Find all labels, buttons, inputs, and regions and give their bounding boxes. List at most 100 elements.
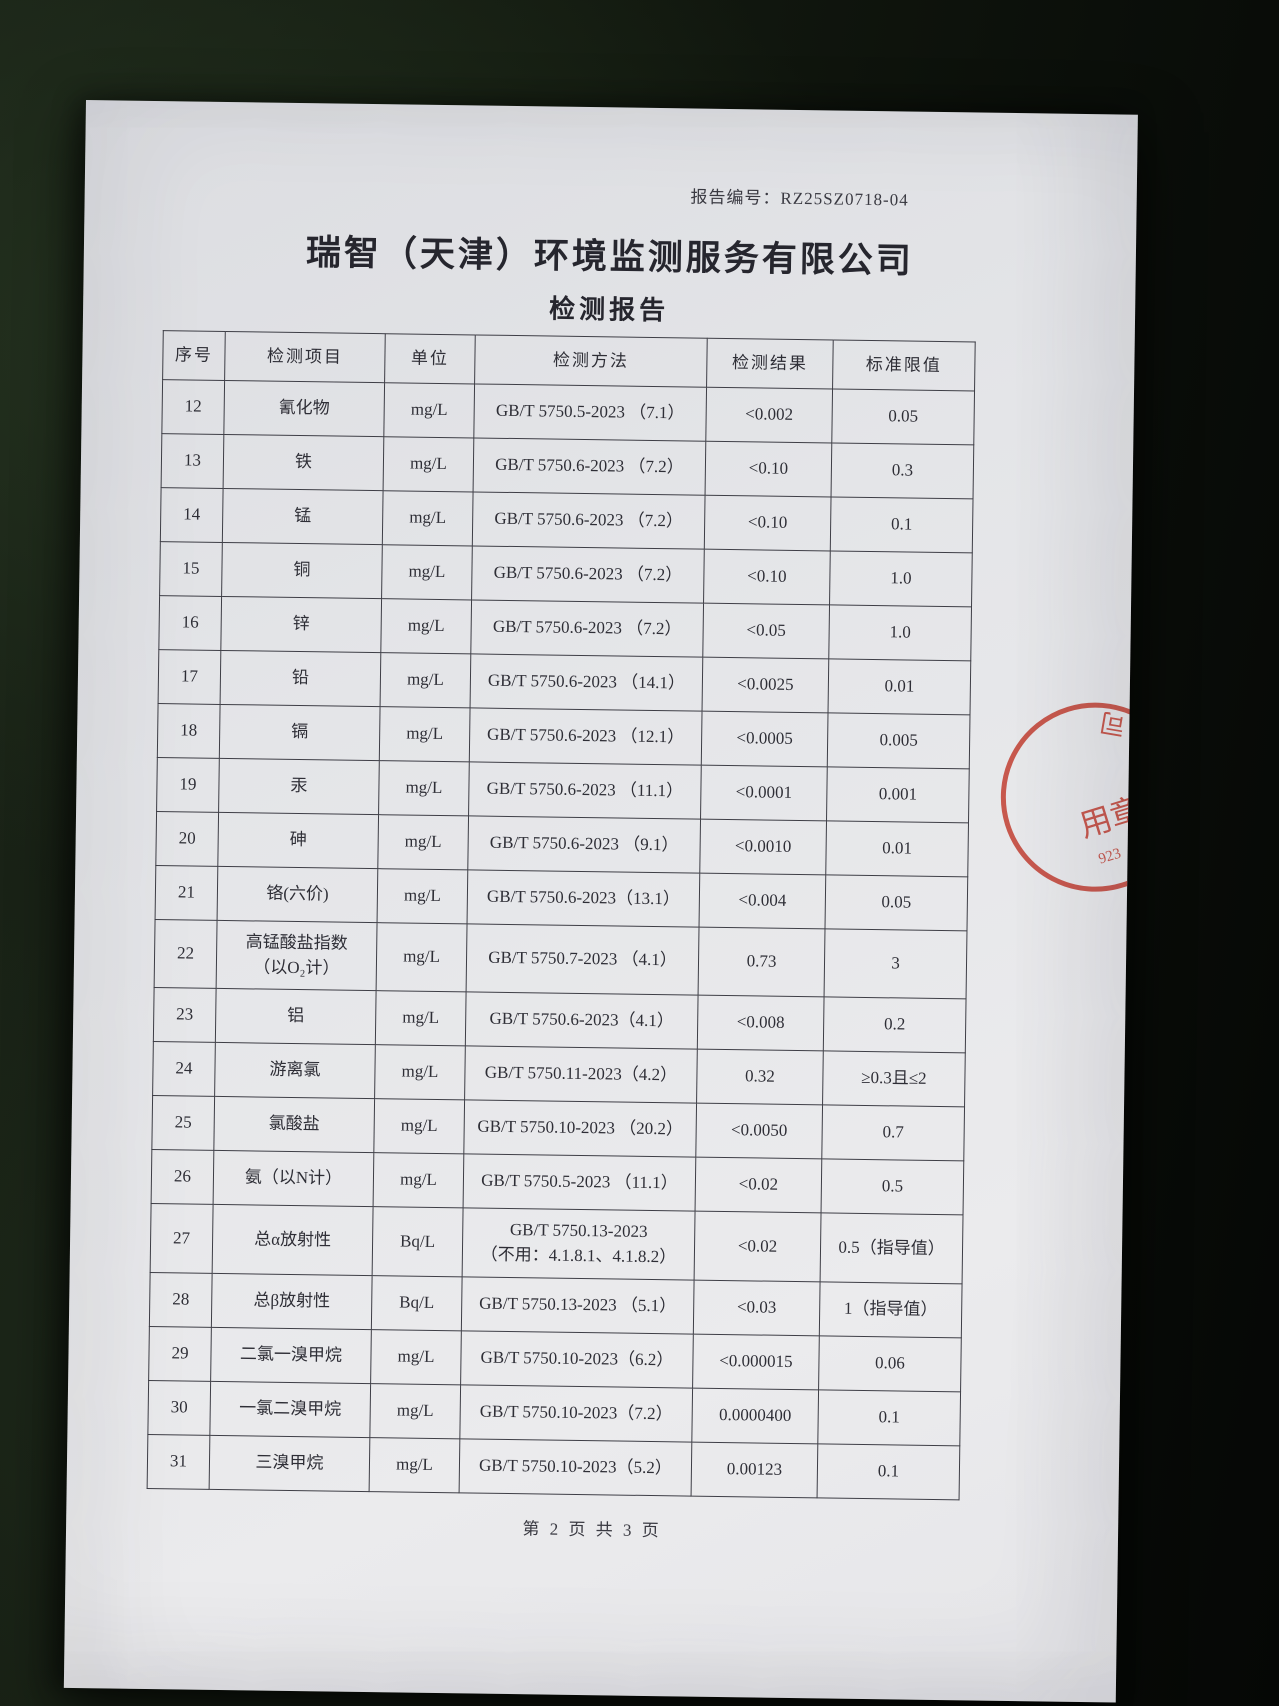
cell-limit: 0.2 <box>823 997 967 1054</box>
cell-method: GB/T 5750.6-2023 （11.1） <box>468 761 702 820</box>
cell-unit: mg/L <box>375 990 467 1047</box>
cell-method: GB/T 5750.13-2023 （不用：4.1.8.1、4.1.8.2） <box>462 1208 696 1280</box>
seal-arc-text: 服务有限公司 <box>1081 686 1138 875</box>
cell-method: GB/T 5750.5-2023 （7.1） <box>473 383 707 442</box>
company-seal-stamp: 服务有限公司 用章 923 <box>962 663 1138 931</box>
cell-result: <0.02 <box>695 1157 822 1214</box>
page-footer: 第 2 页 共 3 页 <box>522 1518 662 1540</box>
cell-unit: mg/L <box>376 922 468 993</box>
cell-no: 24 <box>152 1041 216 1097</box>
cell-item: 锰 <box>222 488 384 545</box>
cell-no: 21 <box>155 865 218 921</box>
cell-limit: 1.0 <box>829 550 973 607</box>
company-seal-icon: 服务有限公司 用章 923 <box>1000 686 1138 892</box>
cell-result: 0.73 <box>698 927 825 998</box>
cell-no: 12 <box>161 379 225 435</box>
cell-method: GB/T 5750.10-2023（6.2） <box>460 1330 694 1388</box>
cell-result: 0.32 <box>696 1049 824 1106</box>
cell-item: 一氯二溴甲烷 <box>209 1380 371 1438</box>
cell-item: 铝 <box>215 988 377 1045</box>
cell-no: 18 <box>157 703 221 759</box>
cell-no: 25 <box>151 1095 215 1151</box>
cell-method: GB/T 5750.10-2023（7.2） <box>459 1384 693 1442</box>
cell-item: 铁 <box>223 434 384 491</box>
cell-item: 砷 <box>217 812 379 869</box>
cell-unit: mg/L <box>383 436 474 492</box>
cell-no: 27 <box>150 1203 214 1273</box>
cell-no: 22 <box>154 919 218 989</box>
cell-method: GB/T 5750.6-2023 （7.2） <box>471 545 705 604</box>
cell-method: GB/T 5750.13-2023 （5.1） <box>461 1276 695 1334</box>
cell-no: 15 <box>159 541 223 597</box>
company-name: 瑞智（天津）环境监测服务有限公司 <box>305 233 915 281</box>
cell-method: GB/T 5750.11-2023（4.2） <box>464 1046 698 1104</box>
cell-item: 高锰酸盐指数 （以O₂计） <box>216 920 378 991</box>
table-row: 22 高锰酸盐指数 （以O₂计） mg/L GB/T 5750.7-2023 （4.1… <box>154 919 967 1000</box>
cell-no: 13 <box>161 433 224 489</box>
cell-limit: 1（指导值） <box>819 1281 963 1338</box>
svg-text:服务有限公司: 服务有限公司 <box>1081 686 1138 875</box>
cell-method: GB/T 5750.5-2023 （11.1） <box>463 1154 696 1212</box>
doc-title: 检测报告 <box>548 294 670 326</box>
cell-unit: Bq/L <box>371 1275 463 1331</box>
cell-limit: 0.1 <box>817 1389 961 1446</box>
cell-result: <0.004 <box>699 873 826 929</box>
column-header: 检测项目 <box>224 331 386 383</box>
cell-limit: 0.06 <box>818 1335 962 1392</box>
cell-item: 三溴甲烷 <box>209 1434 370 1492</box>
cell-limit: 0.001 <box>826 766 970 823</box>
cell-unit: mg/L <box>383 382 475 438</box>
report-number-line: 报告编号：RZ25SZ0718-04 <box>85 174 1137 214</box>
cell-unit: mg/L <box>378 760 470 816</box>
cell-result: 0.0000400 <box>691 1387 819 1444</box>
cell-no: 19 <box>156 757 220 813</box>
cell-method: GB/T 5750.10-2023 （20.2） <box>463 1100 697 1158</box>
cell-result: <0.0050 <box>695 1103 823 1160</box>
report-number-label: 报告编号： <box>690 187 781 208</box>
cell-result: <0.10 <box>705 441 832 497</box>
cell-item: 铜 <box>221 542 383 599</box>
cell-method: GB/T 5750.10-2023（5.2） <box>459 1438 692 1496</box>
cell-item: 镉 <box>219 704 381 761</box>
report-number-value: RZ25SZ0718-04 <box>780 188 909 210</box>
cell-method: GB/T 5750.6-2023（4.1） <box>465 992 699 1050</box>
cell-limit: 0.1 <box>830 496 974 553</box>
cell-unit: mg/L <box>369 1383 461 1439</box>
table-body: 12 氰化物 mg/L GB/T 5750.5-2023 （7.1） <0.002 0.0… <box>147 379 975 1500</box>
cell-method: GB/T 5750.6-2023 （9.1） <box>467 815 701 874</box>
cell-limit: 0.005 <box>827 712 971 769</box>
column-header: 检测方法 <box>474 334 708 388</box>
cell-unit: mg/L <box>377 868 468 924</box>
cell-item: 总α放射性 <box>212 1204 374 1276</box>
cell-limit: 0.01 <box>825 820 969 877</box>
cell-limit: 0.05 <box>824 874 968 931</box>
column-header: 单位 <box>384 333 476 384</box>
cell-item: 铬(六价) <box>217 866 378 923</box>
cell-limit: 3 <box>824 928 967 1000</box>
cell-limit: 0.01 <box>828 658 971 715</box>
cell-unit: mg/L <box>377 814 469 870</box>
cell-unit: mg/L <box>373 1152 464 1209</box>
cell-method: GB/T 5750.6-2023 （7.2） <box>472 491 706 550</box>
cell-item: 氰化物 <box>223 380 385 437</box>
column-header: 序号 <box>162 330 226 381</box>
cell-item: 总β放射性 <box>211 1272 373 1330</box>
cell-method: GB/T 5750.6-2023 （14.1） <box>470 653 703 712</box>
cell-unit: mg/L <box>381 544 473 600</box>
cell-limit: 1.0 <box>828 604 972 661</box>
cell-unit: mg/L <box>373 1098 465 1155</box>
cell-limit: 0.5（指导值） <box>820 1213 964 1284</box>
cell-result: <0.000015 <box>692 1333 820 1390</box>
column-header: 标准限值 <box>832 339 976 391</box>
cell-result: <0.002 <box>705 387 833 443</box>
cell-limit: 0.5 <box>821 1159 964 1216</box>
table-row: 31 三溴甲烷 mg/L GB/T 5750.10-2023（5.2） 0.00123 0… <box>147 1434 960 1500</box>
cell-result: <0.0010 <box>699 819 827 875</box>
cell-no: 23 <box>153 987 217 1043</box>
cell-result: <0.05 <box>702 603 830 659</box>
cell-item: 氨（以N计） <box>213 1150 374 1207</box>
cell-limit: ≥0.3且≤2 <box>822 1051 966 1108</box>
cell-unit: mg/L <box>374 1044 466 1101</box>
cell-result: <0.0001 <box>700 765 828 821</box>
